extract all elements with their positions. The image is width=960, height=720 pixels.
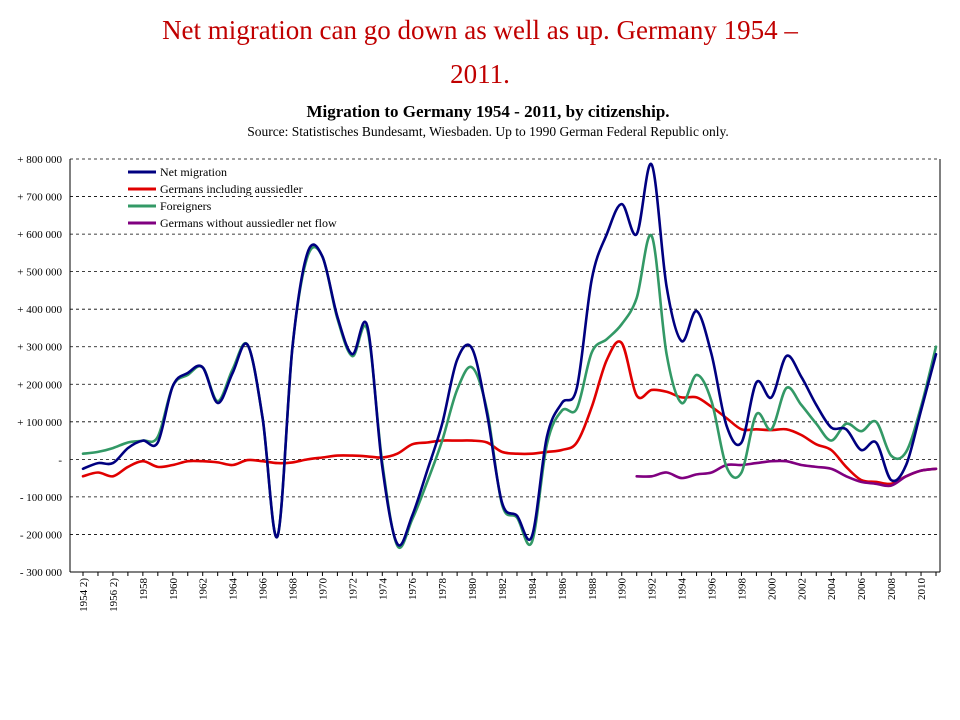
y-tick-label: + 500 000 <box>17 267 62 279</box>
x-tick-label: 1966 <box>258 578 270 601</box>
x-tick-label: 1974 <box>377 578 389 601</box>
x-tick-label: 1996 <box>707 578 719 601</box>
axis-layer: + 800 000 + 700 000 + 600 000 + 500 000 + 40… <box>17 154 941 612</box>
x-tick-label: 2010 <box>916 578 928 601</box>
y-tick-label: + 400 000 <box>17 304 62 316</box>
legend-label-foreigners: Foreigners <box>160 199 212 213</box>
slide-title-line-2: 2011. <box>450 59 510 89</box>
chart-subtitle: Source: Statistisches Bundesamt, Wiesbad… <box>247 124 729 139</box>
legend-label-germans-including-aussiedler: Germans including aussiedler <box>160 182 303 196</box>
grid-layer <box>70 158 940 535</box>
y-tick-label: + 700 000 <box>17 192 62 204</box>
y-tick-label: + 300 000 <box>17 342 62 354</box>
x-tick-label: 1958 <box>138 578 150 601</box>
x-tick-label: 1980 <box>467 578 479 601</box>
x-tick-label: 2002 <box>796 578 808 600</box>
legend-label-germans-without-aussiedler-net-flow: Germans without aussiedler net flow <box>160 216 337 230</box>
x-tick-label: 1972 <box>347 578 359 600</box>
x-tick-label: 1964 <box>228 578 240 601</box>
legend-label-net-migration: Net migration <box>160 165 227 179</box>
x-tick-label: 2000 <box>766 578 778 601</box>
y-tick-label: - 200 000 <box>20 529 63 541</box>
y-tick-label: - 100 000 <box>20 492 63 504</box>
x-tick-label: 2004 <box>826 578 838 601</box>
y-tick-label: + 600 000 <box>17 229 62 241</box>
x-tick-label: 2006 <box>856 578 868 601</box>
x-tick-label: 1962 <box>198 578 210 600</box>
x-tick-label: 1976 <box>407 578 419 601</box>
x-tick-label: 1998 <box>736 578 748 601</box>
x-tick-label: 1956 2) <box>108 578 120 612</box>
x-tick-label: 1960 <box>168 578 180 601</box>
x-tick-label: 2008 <box>886 578 898 601</box>
x-tick-label: 1982 <box>497 578 509 600</box>
y-tick-label: + 200 000 <box>17 379 62 391</box>
x-tick-label: 1984 <box>527 578 539 601</box>
x-tick-label: 1970 <box>317 578 329 601</box>
x-tick-label: 1994 <box>677 578 689 601</box>
series-line-germans-including-aussiedler <box>81 340 938 486</box>
series-line-germans-without-aussiedler-net-flow <box>635 459 938 488</box>
x-tick-label: 1992 <box>647 578 659 600</box>
y-tick-label: - 300 000 <box>20 567 63 579</box>
x-tick-label: 1968 <box>288 578 300 601</box>
x-tick-label: 1978 <box>437 578 449 601</box>
slide-title: Net migration can go down as well as up.… <box>60 8 900 96</box>
x-tick-label: 1988 <box>587 578 599 601</box>
slide-title-line-1: Net migration can go down as well as up.… <box>162 15 798 45</box>
y-tick-label: + 800 000 <box>17 154 62 166</box>
series-line-net-migration <box>81 162 938 547</box>
x-tick-label: 1990 <box>617 578 629 601</box>
series-layer <box>81 162 938 550</box>
y-tick-label: - <box>58 454 62 466</box>
legend: Net migration Germans including aussiedle… <box>128 165 337 230</box>
y-tick-label: + 100 000 <box>17 417 62 429</box>
x-tick-label: 1986 <box>557 578 569 601</box>
chart-title: Migration to Germany 1954 - 2011, by cit… <box>306 102 669 121</box>
x-tick-label: 1954 2) <box>78 578 90 612</box>
